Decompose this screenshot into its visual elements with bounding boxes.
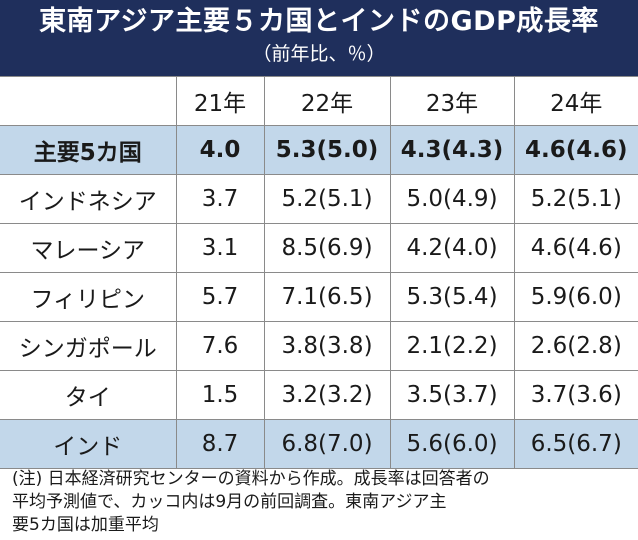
value-cell-24: 4.6(4.6) <box>513 223 638 273</box>
page-subtitle: （前年比、％） <box>252 43 386 65</box>
value-cell-22: 3.8(3.8) <box>263 321 391 371</box>
value-cell-21: 8.7 <box>175 419 265 469</box>
value-cell-22: 8.5(6.9) <box>263 223 391 273</box>
value-cell-24: 2.6(2.8) <box>513 321 638 371</box>
country-cell: タイ <box>0 370 177 420</box>
value-cell-24: 5.9(6.0) <box>513 272 638 322</box>
value-cell-21: 1.5 <box>175 370 265 420</box>
country-cell: マレーシア <box>0 223 177 273</box>
value-cell-24: 5.2(5.1) <box>513 174 638 224</box>
table-row-indonesia: インドネシア 3.7 5.2(5.1) 5.0(4.9) 5.2(5.1) <box>0 174 638 224</box>
column-header-country <box>0 76 177 126</box>
value-cell-22: 3.2(3.2) <box>263 370 391 420</box>
country-cell: シンガポール <box>0 321 177 371</box>
value-cell-22: 5.3(5.0) <box>263 125 391 175</box>
page-title: 東南アジア主要５カ国とインドのGDP成長率 <box>39 6 599 37</box>
value-cell-22: 7.1(6.5) <box>263 272 391 322</box>
column-header-23: 23年 <box>389 76 515 126</box>
value-cell-21: 5.7 <box>175 272 265 322</box>
value-cell-23: 3.5(3.7) <box>389 370 515 420</box>
value-cell-23: 5.3(5.4) <box>389 272 515 322</box>
value-cell-23: 5.6(6.0) <box>389 419 515 469</box>
value-cell-22: 5.2(5.1) <box>263 174 391 224</box>
table-row-philippines: フィリピン 5.7 7.1(6.5) 5.3(5.4) 5.9(6.0) <box>0 272 638 322</box>
value-cell-23: 5.0(4.9) <box>389 174 515 224</box>
column-header-22: 22年 <box>263 76 391 126</box>
value-cell-23: 4.3(4.3) <box>389 125 515 175</box>
country-cell: フィリピン <box>0 272 177 322</box>
footnote-line: 平均予測値で、カッコ内は9月の前回調査。東南アジア主 <box>12 492 447 512</box>
footnote: (注) 日本経済研究センターの資料から作成。成長率は回答者の 平均予測値で、カッ… <box>12 468 630 537</box>
title-banner: 東南アジア主要５カ国とインドのGDP成長率 （前年比、％） <box>0 0 638 76</box>
value-cell-21: 7.6 <box>175 321 265 371</box>
value-cell-23: 2.1(2.2) <box>389 321 515 371</box>
value-cell-24: 3.7(3.6) <box>513 370 638 420</box>
country-cell: インド <box>0 419 177 469</box>
table-row-india: インド 8.7 6.8(7.0) 5.6(6.0) 6.5(6.7) <box>0 419 638 469</box>
table-row-thailand: タイ 1.5 3.2(3.2) 3.5(3.7) 3.7(3.6) <box>0 370 638 420</box>
value-cell-21: 3.7 <box>175 174 265 224</box>
table-row-malaysia: マレーシア 3.1 8.5(6.9) 4.2(4.0) 4.6(4.6) <box>0 223 638 273</box>
table-header-row: 21年 22年 23年 24年 <box>0 76 638 126</box>
column-header-21: 21年 <box>175 76 265 126</box>
country-cell: インドネシア <box>0 174 177 224</box>
country-cell: 主要5カ国 <box>0 125 177 175</box>
value-cell-24: 6.5(6.7) <box>513 419 638 469</box>
value-cell-22: 6.8(7.0) <box>263 419 391 469</box>
value-cell-23: 4.2(4.0) <box>389 223 515 273</box>
value-cell-21: 3.1 <box>175 223 265 273</box>
table-row-major5: 主要5カ国 4.0 5.3(5.0) 4.3(4.3) 4.6(4.6) <box>0 125 638 175</box>
column-header-24: 24年 <box>513 76 638 126</box>
value-cell-21: 4.0 <box>175 125 265 175</box>
table-row-singapore: シンガポール 7.6 3.8(3.8) 2.1(2.2) 2.6(2.8) <box>0 321 638 371</box>
footnote-line: (注) 日本経済研究センターの資料から作成。成長率は回答者の <box>12 469 490 489</box>
gdp-table: 21年 22年 23年 24年 主要5カ国 4.0 5.3(5.0) 4.3(4… <box>0 76 638 469</box>
value-cell-24: 4.6(4.6) <box>513 125 638 175</box>
footnote-line: 要5カ国は加重平均 <box>12 515 159 535</box>
